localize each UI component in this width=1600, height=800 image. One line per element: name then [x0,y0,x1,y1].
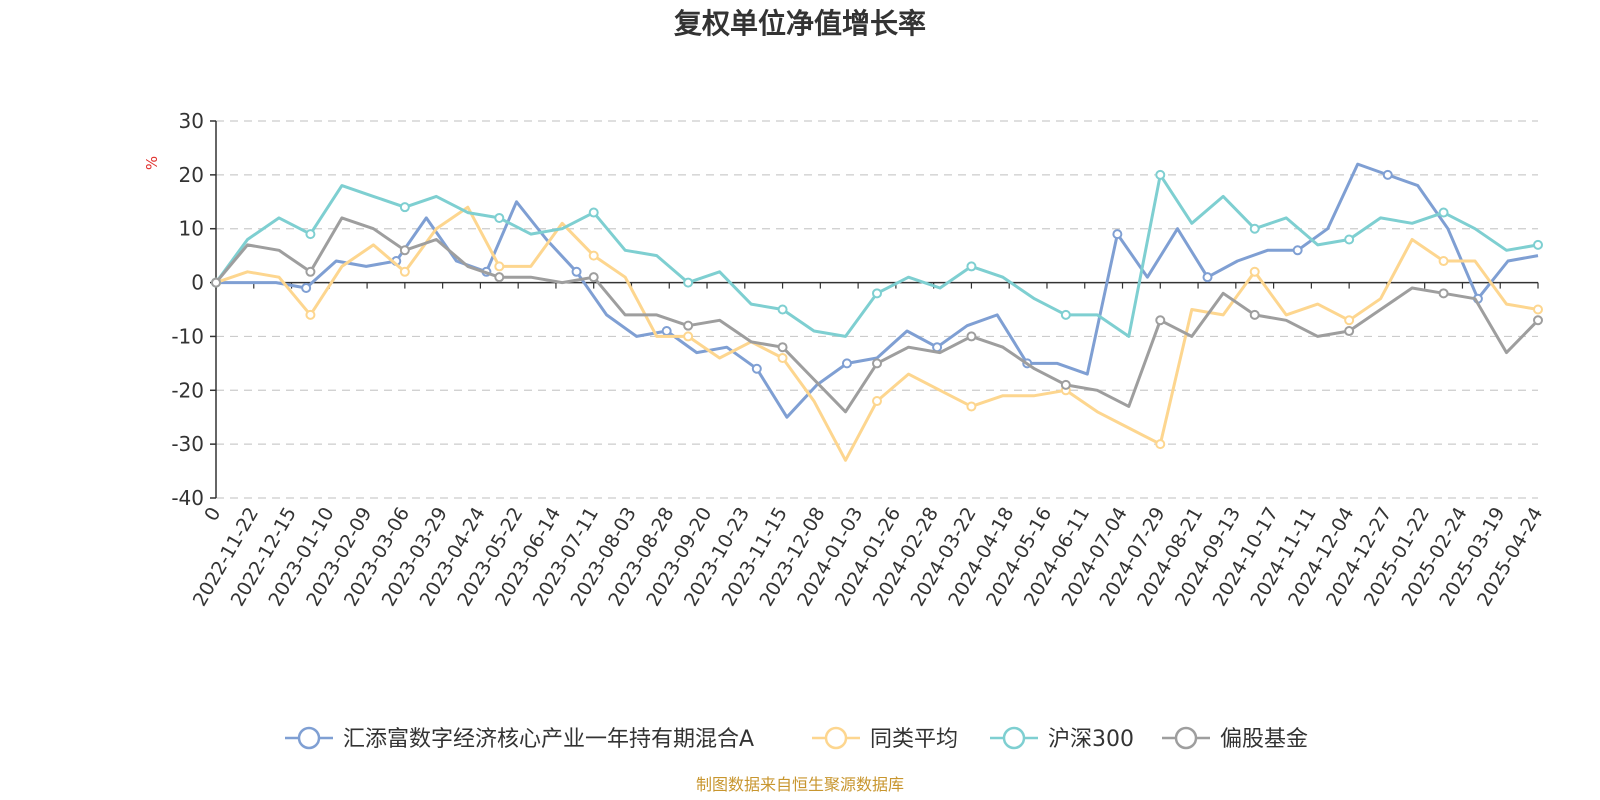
data-point [1155,439,1166,450]
data-point [1438,256,1449,267]
data-point [301,282,312,293]
data-point [1438,207,1449,218]
data-point [588,250,599,261]
grid [216,120,1538,499]
legend-marker [824,726,848,750]
data-point [571,266,582,277]
series-line [214,173,1539,338]
data-point [1382,169,1393,180]
legend-marker [1174,726,1198,750]
data-point [841,358,852,369]
axes: 3020100-10-20-30-4002022-11-222022-12-15… [171,109,1547,610]
data-point [661,326,672,337]
data-point [1533,315,1543,326]
data-point [777,352,788,363]
series-line [216,162,1539,419]
data-point [1292,245,1303,256]
legend-marker [1002,726,1026,750]
y-tick-label: -10 [171,324,204,348]
data-point [872,288,882,299]
data-point [1249,309,1260,320]
legend-label: 沪深300 [1048,727,1134,752]
data-point [1155,169,1166,180]
data-point [1155,315,1166,326]
legend-label: 汇添富数字经济核心产业一年持有期混合A [343,727,754,752]
legend-item-1[interactable]: 同类平均 [812,726,958,752]
series-3 [211,216,1543,414]
data-point [751,363,762,374]
data-point [399,202,410,213]
data-point [305,266,316,277]
legend-item-0[interactable]: 汇添富数字经济核心产业一年持有期混合A [285,726,754,752]
y-tick-label: 10 [179,217,204,241]
legend[interactable]: 汇添富数字经济核心产业一年持有期混合A 同类平均 沪深300 偏股基金 [285,726,1308,752]
data-point [1060,309,1071,320]
legend-item-2[interactable]: 沪深300 [990,726,1134,752]
data-point [966,331,977,342]
data-point [683,320,694,331]
y-tick-label: -20 [171,378,204,402]
legend-label: 偏股基金 [1220,727,1308,752]
legend-item-3[interactable]: 偏股基金 [1162,726,1308,752]
data-point [399,245,410,256]
data-point [494,212,505,223]
data-point [1202,272,1213,283]
data-point [494,261,505,272]
y-tick-label: 0 [191,271,204,295]
y-tick-label: -40 [171,486,204,510]
data-point [1112,229,1123,240]
data-point [683,331,694,342]
data-point [966,261,977,272]
data-point [777,342,788,353]
legend-marker [297,726,321,750]
x-tick-label: 0 [200,504,225,525]
data-point [399,266,410,277]
data-point [211,277,221,288]
data-point [1438,288,1449,299]
series-2 [211,169,1543,338]
plot-area [211,162,1543,462]
data-point [1344,234,1355,245]
legend-label: 同类平均 [870,727,958,752]
data-point [1344,326,1355,337]
data-point [932,342,943,353]
data-point [683,277,694,288]
data-point [305,229,316,240]
data-source-note: 制图数据来自恒生聚源数据库 [696,775,904,794]
data-point [1249,266,1260,277]
data-point [1344,315,1355,326]
series-1 [211,205,1543,462]
data-point [777,304,788,315]
data-point [305,309,316,320]
chart-title: 复权单位净值增长率 [674,7,926,40]
data-point [966,401,977,412]
data-point [872,396,882,407]
y-tick-label: 30 [179,109,204,133]
y-axis-unit: % [143,156,161,170]
y-tick-label: -30 [171,432,204,456]
data-point [1533,304,1543,315]
data-point [494,272,505,283]
data-point [872,358,882,369]
data-point [588,207,599,218]
data-point [588,272,599,283]
data-point [1060,379,1071,390]
data-point [1249,223,1260,234]
y-tick-label: 20 [179,163,204,187]
data-point [1533,239,1543,250]
